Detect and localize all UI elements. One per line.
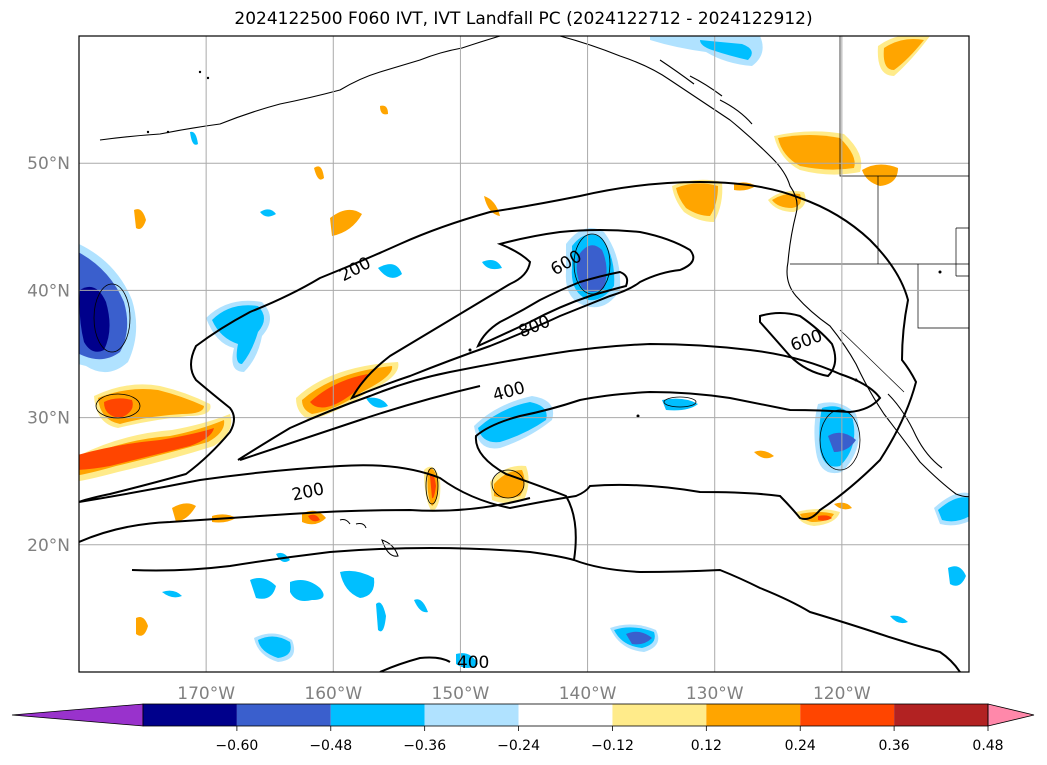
colorbar-tick-label: 0.12 — [691, 738, 722, 754]
lat-tick-label: 50°N — [27, 154, 70, 174]
contour-south-border — [131, 546, 575, 572]
colorbar-segment — [330, 704, 425, 726]
neg-anomaly-dateline — [79, 243, 137, 372]
misc-anomalies — [134, 105, 502, 420]
colorbar-segment — [236, 704, 331, 726]
contour-600 — [349, 229, 695, 401]
contour-400-south — [379, 656, 451, 672]
colorbar-segment — [612, 704, 707, 726]
contour-200 — [79, 180, 918, 520]
lat-tick-labels: 20°N 30°N 40°N 50°N — [27, 154, 70, 556]
colorbar-tick-label: 0.48 — [972, 738, 1003, 754]
lat-tick-label: 40°N — [27, 281, 70, 301]
lon-tick-label: 150°W — [432, 684, 490, 704]
colorbar: −0.60 −0.48 −0.36 −0.24 −0.12 0.12 0.24 0.36 0.4… — [11, 703, 1035, 754]
colorbar-extend-high — [987, 703, 1035, 727]
neg-anomaly-south — [162, 552, 908, 668]
shading-layer — [79, 36, 969, 668]
lon-tick-label: 160°W — [304, 684, 362, 704]
colorbar-segment — [518, 704, 613, 726]
colorbar-extend-low — [11, 703, 144, 727]
colorbar-tick-label: 0.36 — [879, 738, 910, 754]
colorbar-tick-label: −0.48 — [309, 738, 352, 754]
lon-tick-label: 170°W — [177, 684, 235, 704]
pos-anomaly-25n — [136, 450, 774, 636]
colorbar-tick-label: −0.24 — [497, 738, 540, 754]
neg-anomaly-145w — [366, 396, 554, 449]
map-title: 2024122500 F060 IVT, IVT Landfall PC (20… — [234, 9, 813, 29]
colorbar-tick-label: −0.60 — [215, 738, 258, 754]
colorbar-segment — [424, 704, 519, 726]
colorbar-tick-label: 0.24 — [785, 738, 816, 754]
contour-label: 400 — [457, 653, 489, 673]
colorbar-segment — [143, 704, 237, 726]
lon-tick-labels: 170°W 160°W 150°W 140°W 130°W 120°W — [177, 684, 871, 704]
colorbar-tick-label: −0.12 — [591, 738, 634, 754]
contour-200-west — [79, 497, 531, 543]
colorbar-segment — [894, 704, 988, 726]
colorbar-frame — [142, 703, 989, 727]
lat-tick-label: 20°N — [27, 536, 70, 556]
ivt-contours — [79, 180, 961, 672]
lon-tick-label: 130°W — [686, 684, 744, 704]
lon-tick-label: 140°W — [559, 684, 617, 704]
small-contours — [93, 233, 861, 505]
contour-400 — [237, 342, 961, 672]
graticule — [79, 36, 969, 672]
pos-anomaly-subtropic — [79, 384, 232, 482]
contour-800 — [476, 270, 629, 348]
contour-400-b — [239, 385, 481, 461]
lon-tick-label: 120°W — [813, 684, 871, 704]
map-frame — [78, 35, 970, 673]
contour-600-east — [759, 312, 837, 378]
colorbar-segment — [706, 704, 801, 726]
coastal-anomalies — [650, 36, 969, 586]
coastlines — [99, 36, 969, 557]
colorbar-tick-label: −0.36 — [403, 738, 446, 754]
lat-tick-label: 30°N — [27, 409, 70, 429]
colorbar-segment — [800, 704, 895, 726]
